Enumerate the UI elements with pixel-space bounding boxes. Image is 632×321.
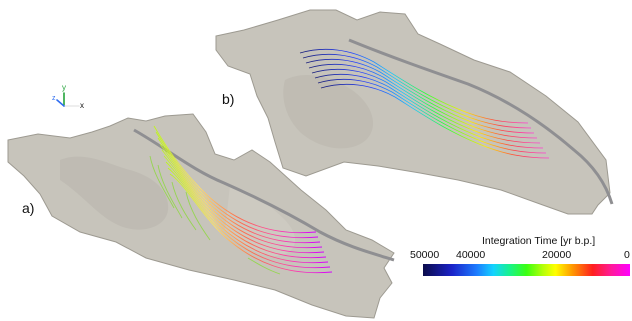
colorbar xyxy=(423,264,630,276)
panel-label-b: b) xyxy=(222,91,235,107)
flow-tails-a xyxy=(149,155,281,275)
colorbar-tick: 0 xyxy=(624,249,630,261)
flowlines-b xyxy=(299,48,550,159)
svg-text:y: y xyxy=(62,83,66,92)
svg-text:x: x xyxy=(80,101,84,110)
svg-text:z: z xyxy=(52,95,56,102)
panel-label-a: a) xyxy=(22,200,35,216)
path-line-a xyxy=(133,128,395,262)
flowlines-a xyxy=(153,125,333,274)
colorbar-tick: 20000 xyxy=(542,249,572,261)
colorbar-tick: 40000 xyxy=(456,249,486,261)
colorbar-tick: 50000 xyxy=(410,249,440,261)
axes-triad: y x z xyxy=(52,83,84,110)
colorbar-title: Integration Time [yr b.p.] xyxy=(482,235,596,247)
path-line-b xyxy=(348,38,614,205)
